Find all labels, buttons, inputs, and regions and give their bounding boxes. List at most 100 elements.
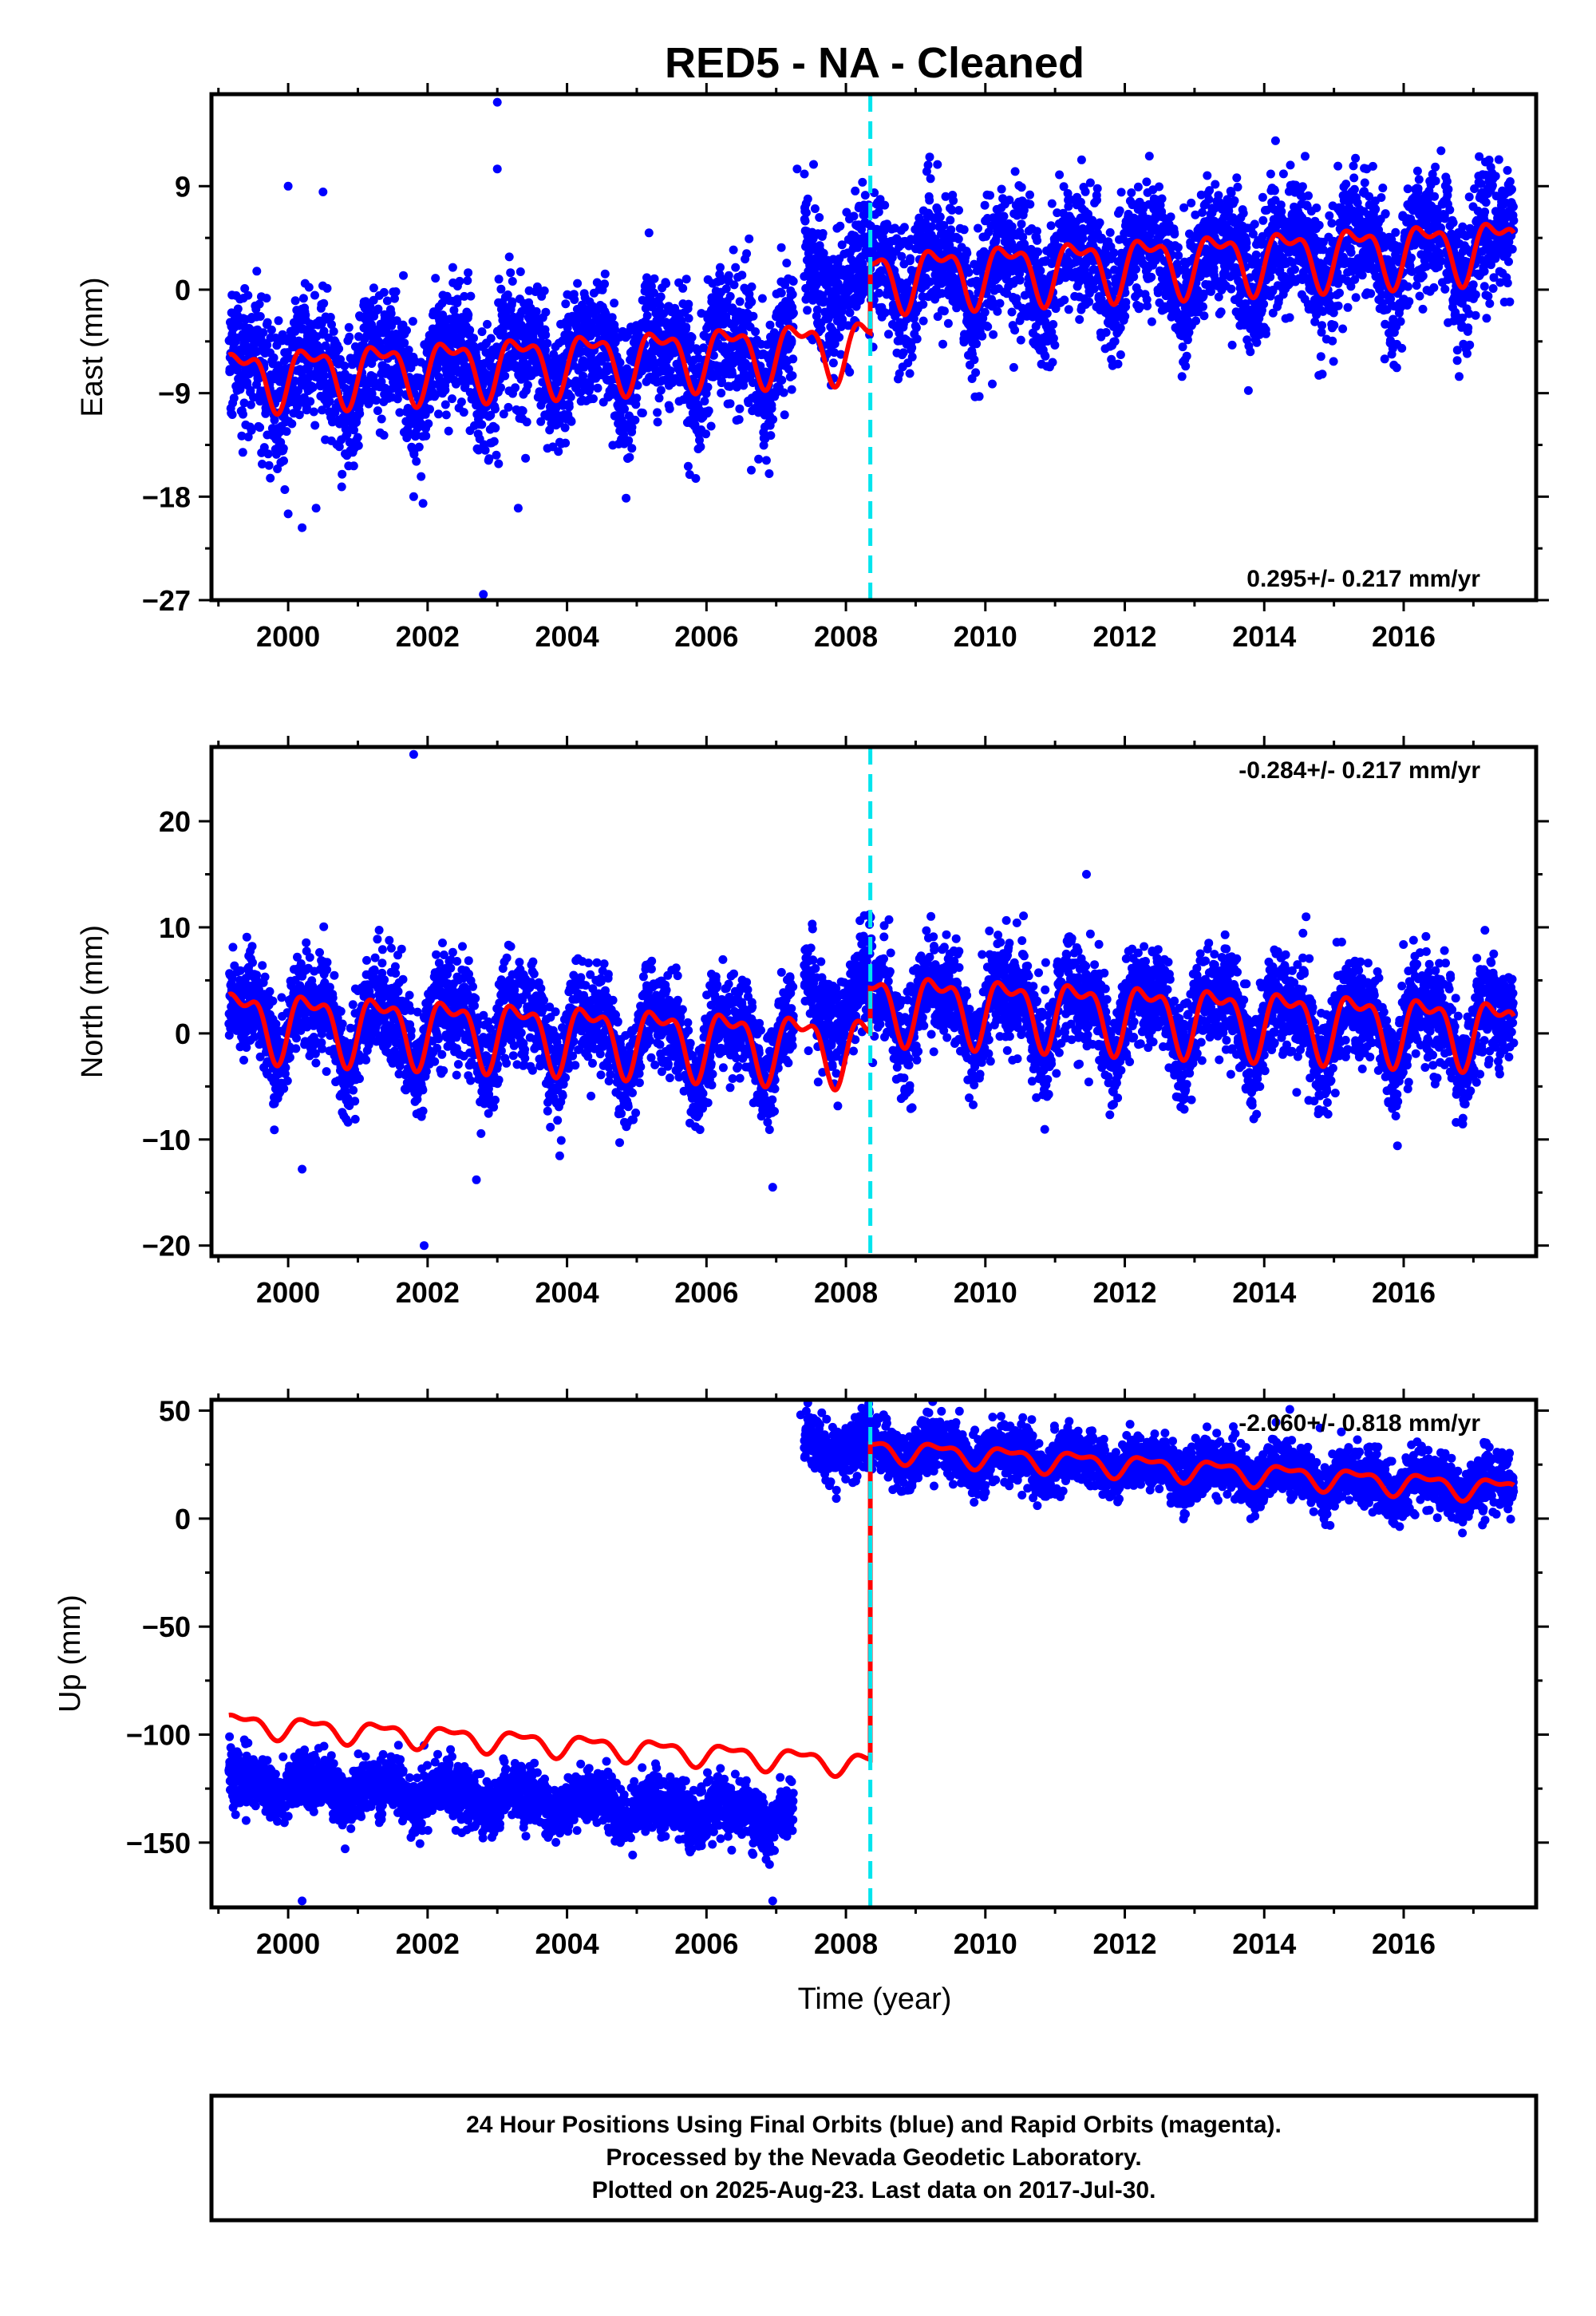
data-point [1170,229,1179,239]
data-point [425,405,434,414]
data-point [788,277,798,286]
data-point [905,369,915,378]
data-point [345,332,354,342]
data-point [518,406,527,416]
data-point [1174,251,1183,260]
data-point [1270,136,1280,145]
data-point [997,184,1006,194]
data-point [943,318,953,328]
data-point [1178,342,1187,352]
data-point [766,431,776,441]
data-point [974,392,984,401]
data-point [504,402,513,412]
data-point [393,394,402,404]
data-point [452,294,462,304]
data-point [252,267,262,276]
data-point [835,333,844,342]
data-point [532,282,542,291]
data-point [1121,298,1131,307]
data-point [337,482,346,492]
data-point [749,311,758,321]
data-point [477,420,487,429]
data-point [630,415,640,425]
data-point [441,410,451,420]
data-point [801,208,811,217]
data-point [344,322,354,332]
data-point [923,160,933,170]
data-point [1105,227,1115,237]
data-point [1049,320,1058,329]
data-point [554,447,563,456]
data-point [1259,299,1269,309]
data-point [716,263,725,272]
data-point [1133,182,1143,192]
data-point [978,331,987,341]
data-point [1080,187,1090,196]
data-point [255,299,264,309]
data-point [1101,328,1111,337]
data-point [678,283,688,293]
data-point [494,459,504,468]
data-point [925,152,934,162]
data-point [986,191,994,200]
data-point [1179,203,1189,212]
data-point [974,223,982,233]
data-point [768,415,778,425]
data-point [1301,152,1310,161]
data-point [600,279,610,289]
data-point [777,375,787,385]
data-point [627,444,637,453]
data-point [279,456,288,465]
data-point [431,390,440,399]
data-point [243,290,253,300]
data-point [1227,340,1237,350]
data-point [926,174,935,184]
data-point [737,271,747,280]
data-point [523,381,532,389]
data-point [1182,351,1191,361]
data-point [703,382,713,392]
data-point [463,276,472,286]
data-point [757,294,767,303]
data-point [516,267,525,276]
data-point [262,294,271,303]
data-point [417,472,426,481]
data-point [665,404,674,413]
data-point [491,423,500,433]
data-point [1155,182,1163,192]
data-point [373,304,383,314]
data-point [238,448,247,457]
data-point [247,425,256,435]
data-point [1277,207,1286,216]
data-point [1025,190,1034,200]
data-point [477,327,487,337]
data-point [747,282,757,291]
data-point [787,385,796,394]
data-point [488,362,497,372]
data-point [239,398,249,408]
data-point [491,405,500,413]
data-point [1204,195,1214,204]
data-point [382,296,392,306]
data-point [480,445,490,455]
data-point [402,326,411,335]
data-point [818,229,828,238]
data-point [780,410,789,420]
data-point [455,276,464,286]
data-point [1191,316,1201,326]
data-point [508,277,517,286]
data-point [1075,314,1084,324]
data-point [375,341,385,350]
data-point [1116,323,1125,333]
data-point [338,469,347,479]
data-point [353,433,362,442]
data-point [329,326,338,336]
data-point [691,474,701,483]
data-point [243,433,253,441]
data-point [776,288,786,298]
data-point [412,456,421,466]
data-point [1233,182,1242,192]
data-point [815,213,824,222]
data-point [319,326,329,336]
data-point [496,383,505,393]
